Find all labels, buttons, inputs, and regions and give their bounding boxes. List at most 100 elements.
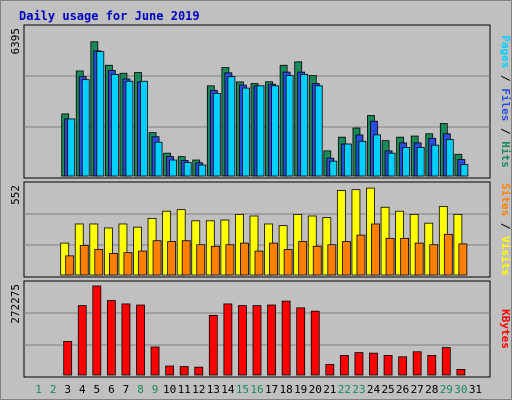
bar-kbytes-day-14 (223, 303, 233, 376)
panel-3-series-label: KBytes (499, 309, 512, 349)
bar-pages-day-8 (140, 80, 148, 177)
bar-pages-day-6 (110, 74, 119, 177)
day-label-14: 14 (221, 383, 235, 396)
bar-pages-day-10 (169, 159, 178, 177)
bar-sites-day-3 (65, 255, 75, 276)
day-label-7: 7 (123, 383, 130, 396)
bar-pages-day-9 (154, 141, 163, 177)
day-label-22: 22 (338, 383, 351, 396)
bar-pages-day-22 (343, 143, 352, 177)
bar-visits-day-6 (103, 227, 113, 276)
day-label-27: 27 (411, 383, 424, 396)
bar-pages-day-30 (460, 164, 469, 177)
day-label-31: 31 (469, 383, 482, 396)
day-label-4: 4 (79, 383, 86, 396)
bar-sites-day-27 (414, 242, 424, 276)
bar-pages-day-24 (373, 134, 381, 177)
bar-visits-day-7 (118, 223, 128, 276)
bar-kbytes-day-27 (412, 351, 422, 376)
bar-kbytes-day-9 (150, 346, 160, 376)
day-label-25: 25 (381, 383, 394, 396)
bar-sites-day-12 (196, 244, 206, 276)
chart-title: Daily usage for June 2019 (19, 9, 200, 23)
day-label-10: 10 (163, 383, 176, 396)
bar-sites-day-8 (138, 250, 147, 276)
bar-pages-day-29 (445, 139, 454, 177)
bar-pages-day-3 (67, 118, 76, 177)
bar-kbytes-day-5 (92, 285, 102, 376)
bar-kbytes-day-28 (427, 355, 437, 376)
bar-sites-day-29 (443, 233, 453, 276)
bar-sites-day-23 (356, 234, 366, 276)
day-label-6: 6 (108, 383, 115, 396)
bar-kbytes-day-17 (267, 304, 276, 376)
bar-sites-day-14 (225, 244, 235, 276)
day-label-21: 21 (323, 383, 336, 396)
day-label-12: 12 (192, 383, 205, 396)
bar-pages-day-28 (431, 144, 440, 177)
bar-sites-day-7 (123, 252, 133, 276)
day-label-19: 19 (294, 383, 307, 396)
bar-sites-day-26 (400, 237, 410, 276)
bar-pages-day-12 (198, 164, 207, 177)
day-label-9: 9 (152, 383, 159, 396)
day-label-23: 23 (352, 383, 365, 396)
day-label-2: 2 (50, 383, 57, 396)
bar-sites-day-4 (79, 245, 89, 276)
bar-kbytes-day-12 (194, 366, 204, 376)
day-label-15: 15 (236, 383, 249, 396)
bar-kbytes-day-8 (136, 304, 145, 376)
bar-visits-day-22 (336, 190, 346, 276)
bar-pages-day-11 (183, 162, 192, 177)
bar-sites-day-17 (269, 242, 278, 276)
day-label-1: 1 (35, 383, 42, 396)
bar-kbytes-day-29 (441, 347, 451, 376)
bar-kbytes-day-10 (165, 365, 175, 376)
legend-hits: Hits (499, 141, 512, 168)
bar-pages-day-16 (256, 85, 265, 177)
bar-sites-day-20 (312, 245, 322, 276)
day-label-28: 28 (425, 383, 438, 396)
bar-kbytes-day-24 (369, 352, 378, 376)
bar-kbytes-day-26 (398, 356, 408, 376)
bar-pages-day-13 (212, 92, 221, 177)
panel-3-ymax-label: 272275 (9, 284, 22, 324)
day-label-17: 17 (265, 383, 278, 396)
bar-pages-day-4 (81, 79, 90, 177)
bar-sites-day-21 (327, 244, 337, 276)
bar-pages-day-26 (402, 147, 411, 177)
bar-sites-day-18 (283, 249, 293, 276)
legend-kbytes: KBytes (499, 309, 512, 349)
day-label-18: 18 (280, 383, 293, 396)
bar-kbytes-day-6 (106, 300, 116, 376)
day-label-30: 30 (454, 383, 467, 396)
bar-kbytes-day-23 (354, 352, 364, 376)
bar-sites-day-13 (210, 245, 220, 276)
bar-kbytes-day-7 (121, 303, 131, 376)
day-label-20: 20 (309, 383, 322, 396)
bar-pages-day-20 (314, 85, 323, 177)
bar-pages-day-23 (358, 140, 367, 177)
day-label-8: 8 (137, 383, 144, 396)
bar-sites-day-30 (458, 243, 468, 276)
bar-pages-day-17 (271, 85, 279, 177)
bar-kbytes-day-22 (339, 355, 349, 376)
legend-sites: Sites (499, 183, 512, 216)
bar-sites-day-19 (298, 241, 308, 276)
bar-sites-day-25 (385, 237, 395, 276)
legend-visits: Visits (499, 236, 512, 276)
bar-kbytes-day-4 (77, 305, 87, 376)
bar-pages-day-19 (300, 74, 309, 177)
bar-kbytes-day-30 (456, 369, 466, 376)
bar-sites-day-22 (341, 241, 351, 276)
bar-kbytes-day-18 (281, 300, 291, 376)
bar-pages-day-21 (329, 160, 338, 177)
bar-pages-day-18 (285, 75, 294, 177)
day-label-16: 16 (250, 383, 263, 396)
bar-kbytes-day-19 (296, 307, 306, 376)
bar-sites-day-6 (108, 253, 118, 276)
bar-visits-day-23 (351, 189, 361, 276)
bar-kbytes-day-13 (208, 314, 218, 376)
bar-pages-day-25 (387, 152, 396, 177)
